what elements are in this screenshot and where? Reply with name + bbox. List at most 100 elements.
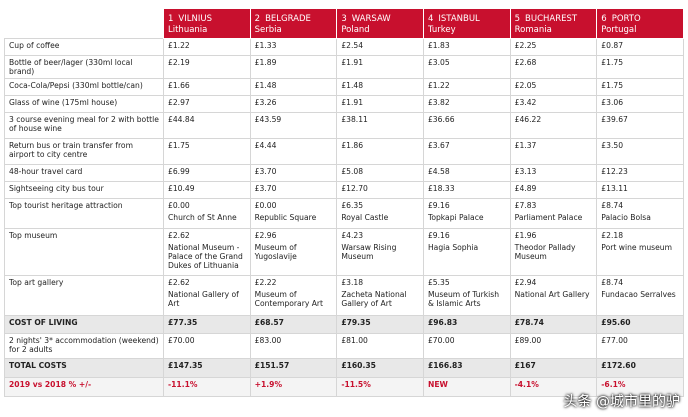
cell: £2.19 bbox=[163, 55, 251, 79]
cell-value: £1.48 bbox=[341, 81, 364, 90]
cell: -11.1% bbox=[163, 377, 251, 397]
cell-value: £6.99 bbox=[168, 167, 190, 176]
cell-value: £1.89 bbox=[254, 58, 277, 67]
cell: £13.11 bbox=[596, 181, 684, 199]
cell: £172.60 bbox=[596, 358, 684, 378]
cell-value: £70.00 bbox=[168, 336, 195, 345]
cell-detail: Fundacao Serralves bbox=[601, 290, 676, 299]
cell: £147.35 bbox=[163, 358, 251, 378]
cell: £3.70 bbox=[249, 164, 338, 182]
cell-value: -11.5% bbox=[341, 380, 371, 389]
city-rank: 6 bbox=[601, 14, 607, 24]
table-row: 3 course evening meal for 2 with bottle … bbox=[4, 112, 684, 139]
city-country: Poland bbox=[341, 25, 370, 35]
table-row: Top art gallery £2.62 National Gallery of … bbox=[4, 275, 684, 316]
cell-detail: National Gallery of Art bbox=[168, 290, 239, 308]
cell-value: £166.83 bbox=[427, 361, 463, 370]
cell: £6.35 Royal Castle bbox=[336, 198, 424, 229]
cell-value: £1.75 bbox=[601, 58, 624, 67]
cell-value: £1.66 bbox=[168, 81, 190, 90]
cell-value: £96.83 bbox=[427, 318, 458, 327]
cell-value: £1.37 bbox=[514, 141, 537, 150]
cell: £68.57 bbox=[249, 315, 338, 334]
cell-value: £9.16 bbox=[427, 231, 450, 240]
cell: £1.91 bbox=[336, 55, 424, 79]
cell: £2.25 bbox=[509, 38, 598, 56]
table-row: 2 nights' 3* accommodation (weekend) for… bbox=[4, 333, 684, 359]
cell-value: £151.57 bbox=[254, 361, 290, 370]
cell-detail: National Museum - Palace of the Grand Du… bbox=[168, 243, 243, 270]
cell: £2.96 Museum of Yugoslavije bbox=[249, 228, 338, 276]
city-rank: 2 bbox=[254, 14, 261, 24]
cell: £10.49 bbox=[163, 181, 251, 199]
cell-value: £7.83 bbox=[514, 201, 537, 210]
cell-value: NEW bbox=[427, 380, 448, 389]
cell-value: £95.60 bbox=[601, 318, 631, 327]
cell: £39.67 bbox=[596, 112, 684, 139]
cell: £1.75 bbox=[596, 78, 684, 96]
cell-value: £2.62 bbox=[168, 231, 190, 240]
cell: £18.33 bbox=[422, 181, 511, 199]
cell-value: £3.70 bbox=[254, 184, 277, 193]
row-label: Top museum bbox=[4, 228, 164, 276]
city-country: Serbia bbox=[254, 25, 282, 35]
cell: NEW bbox=[422, 377, 511, 397]
cell-value: £1.91 bbox=[341, 58, 364, 67]
cell-value: £2.96 bbox=[254, 231, 277, 240]
cell-detail: Museum of Contemporary Art bbox=[254, 290, 324, 308]
cell: £2.97 bbox=[163, 95, 251, 113]
cell: £2.62 National Museum - Palace of the Gra… bbox=[163, 228, 251, 276]
cell-value: £1.86 bbox=[341, 141, 364, 150]
cell: £1.96 Theodor Pallady Museum bbox=[509, 228, 598, 276]
cell: £3.05 bbox=[422, 55, 511, 79]
cell: £6.99 bbox=[163, 164, 251, 182]
cell: £3.18 Zacheta National Gallery of Art bbox=[336, 275, 424, 316]
row-label: TOTAL COSTS bbox=[4, 358, 164, 378]
table-row: 48-hour travel card £6.99 £3.70 £5.08 £4.58 £… bbox=[4, 164, 684, 182]
cell: £12.70 bbox=[336, 181, 424, 199]
table-row: Coca-Cola/Pepsi (330ml bottle/can) £1.66 £… bbox=[4, 78, 684, 96]
cell: £4.44 bbox=[249, 138, 338, 165]
cell: £5.08 bbox=[336, 164, 424, 182]
cell-value: £43.59 bbox=[254, 115, 282, 124]
row-label: Glass of wine (175ml house) bbox=[4, 95, 164, 113]
city-line: 2 BELGRADE bbox=[255, 14, 333, 25]
cell-value: £79.35 bbox=[341, 318, 371, 327]
row-label: 48-hour travel card bbox=[4, 164, 164, 182]
cell-value: £160.35 bbox=[341, 361, 376, 370]
cell-value: £2.19 bbox=[168, 58, 190, 67]
cell-value: £1.33 bbox=[254, 41, 277, 50]
cell-value: £2.54 bbox=[341, 41, 364, 50]
cell-value: £2.18 bbox=[601, 231, 624, 240]
cell: £160.35 bbox=[336, 358, 424, 378]
cell: £3.06 bbox=[596, 95, 684, 113]
cell-value: £3.05 bbox=[427, 58, 450, 67]
cell: £8.74 Fundacao Serralves bbox=[596, 275, 684, 316]
cell: £166.83 bbox=[422, 358, 511, 378]
cell: £1.91 bbox=[336, 95, 424, 113]
cell: £9.16 Topkapi Palace bbox=[422, 198, 511, 229]
cell: £1.33 bbox=[249, 38, 338, 56]
cell: £3.82 bbox=[422, 95, 511, 113]
cell-value: -4.1% bbox=[514, 380, 539, 389]
cell: £4.58 bbox=[422, 164, 511, 182]
cell: £70.00 bbox=[163, 333, 251, 359]
cell-value: £44.84 bbox=[168, 115, 195, 124]
cell: £78.74 bbox=[509, 315, 598, 334]
cell: £7.83 Parliament Palace bbox=[509, 198, 598, 229]
cell-value: £10.49 bbox=[168, 184, 195, 193]
table-row: Top museum £2.62 National Museum - Palace … bbox=[4, 228, 684, 276]
cell: £2.62 National Gallery of Art bbox=[163, 275, 251, 316]
cell: £1.37 bbox=[509, 138, 598, 165]
cell: £2.94 National Art Gallery bbox=[509, 275, 598, 316]
cell-value: £70.00 bbox=[427, 336, 455, 345]
cell: £5.35 Museum of Turkish & Islamic Arts bbox=[422, 275, 511, 316]
cell-value: £1.96 bbox=[514, 231, 537, 240]
cell: £2.22 Museum of Contemporary Art bbox=[249, 275, 338, 316]
cell-detail: Church of St Anne bbox=[168, 213, 237, 222]
cell: £2.54 bbox=[336, 38, 424, 56]
city-line: 5 BUCHAREST bbox=[515, 14, 593, 25]
cell: £96.83 bbox=[422, 315, 511, 334]
table-row: Glass of wine (175ml house) £2.97 £3.26 £1.… bbox=[4, 95, 684, 113]
city-name: BUCHAREST bbox=[525, 14, 578, 24]
